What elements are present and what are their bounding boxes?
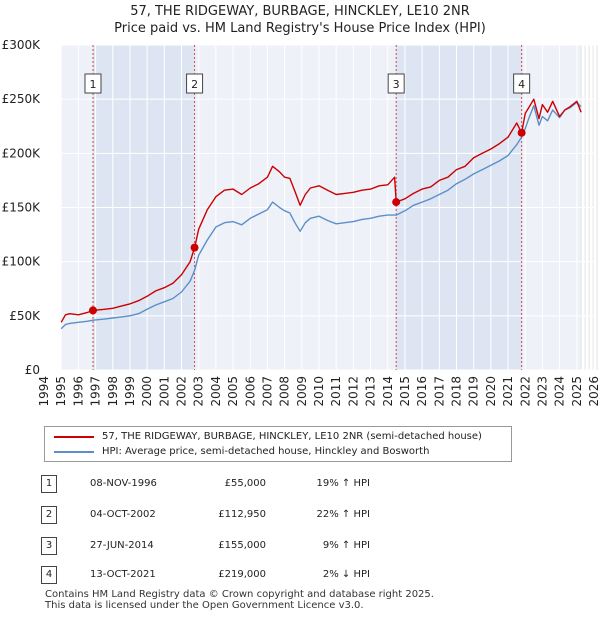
sale-label-box: [513, 73, 531, 94]
sale-date: 04-OCT-2002: [90, 509, 156, 520]
sale-point: [190, 243, 199, 252]
sale-point: [392, 198, 401, 207]
chart-title: 57, THE RIDGEWAY, BURBAGE, HINCKLEY, LE1…: [130, 4, 470, 19]
sale-hpi-diff: 9% ↑ HPI: [322, 540, 370, 551]
sale-label-box: [387, 73, 405, 94]
x-tick-label: 2024: [553, 376, 567, 407]
x-tick-label: 2002: [175, 376, 189, 407]
sale-row: 2 04-OCT-2002 £112,950 22% ↑ HPI: [0, 506, 600, 526]
sale-point: [88, 306, 97, 315]
x-tick-label: 2015: [398, 376, 412, 407]
sale-label-number: 3: [393, 78, 400, 91]
legend-blue-line: [54, 451, 94, 453]
sale-label-box: [84, 73, 102, 94]
x-tick-label: 2023: [535, 376, 549, 407]
sale-date: 08-NOV-1996: [90, 478, 157, 489]
x-tick-label: 2014: [381, 376, 395, 407]
sale-row: 4 13-OCT-2021 £219,000 2% ↓ HPI: [0, 566, 600, 586]
sale-hpi-diff: 19% ↑ HPI: [316, 478, 370, 489]
x-tick-label: 2012: [346, 376, 360, 407]
legend-label-property: 57, THE RIDGEWAY, BURBAGE, HINCKLEY, LE1…: [102, 431, 482, 442]
x-tick-label: 2007: [260, 376, 274, 407]
legend-item-hpi: HPI: Average price, semi-detached house,…: [45, 445, 505, 459]
y-tick-label: £100K: [2, 255, 42, 269]
footer: Contains HM Land Registry data © Crown c…: [45, 589, 434, 611]
x-tick-label: 2000: [140, 376, 154, 407]
x-tick-label: 1994: [37, 376, 51, 407]
x-tick-label: 2020: [484, 376, 498, 407]
sale-number: 3: [41, 537, 57, 555]
footer-licence: This data is licensed under the Open Gov…: [45, 600, 364, 611]
x-tick-label: 1995: [54, 376, 68, 407]
x-tick-label: 2005: [226, 376, 240, 407]
x-tick-label: 1996: [71, 376, 85, 407]
sale-date: 13-OCT-2021: [90, 569, 156, 580]
sale-label-number: 1: [89, 78, 96, 91]
sale-point: [517, 128, 526, 137]
x-tick-label: 2009: [295, 376, 309, 407]
x-tick-label: 2011: [329, 376, 343, 407]
x-tick-label: 1998: [106, 376, 120, 407]
x-tick-label: 2018: [450, 376, 464, 407]
x-tick-label: 2004: [209, 376, 223, 407]
x-tick-label: 2006: [243, 376, 257, 407]
x-tick-label: 2021: [501, 376, 515, 407]
sale-row: 3 27-JUN-2014 £155,000 9% ↑ HPI: [0, 537, 600, 557]
x-tick-label: 2025: [570, 376, 584, 407]
sale-price: £112,950: [218, 509, 266, 520]
x-tick-label: 2010: [312, 376, 326, 407]
sale-hpi-diff: 22% ↑ HPI: [316, 509, 370, 520]
sale-label-number: 4: [518, 78, 525, 91]
x-tick-label: 1999: [123, 376, 137, 407]
sale-label-box: [186, 73, 204, 94]
x-tick-label: 2017: [432, 376, 446, 407]
sale-number: 1: [41, 475, 57, 493]
sale-price: £155,000: [218, 540, 266, 551]
x-tick-label: 2019: [467, 376, 481, 407]
chart-title-block: 57, THE RIDGEWAY, BURBAGE, HINCKLEY, LE1…: [0, 3, 600, 37]
x-tick-label: 2008: [278, 376, 292, 407]
sale-date: 27-JUN-2014: [90, 540, 154, 551]
y-tick-label: £150K: [2, 201, 42, 215]
x-tick-label: 2001: [157, 376, 171, 407]
y-tick-label: £300K: [2, 38, 42, 52]
legend-item-property: 57, THE RIDGEWAY, BURBAGE, HINCKLEY, LE1…: [45, 430, 505, 444]
x-tick-label: 2003: [192, 376, 206, 407]
sale-hpi-diff: 2% ↓ HPI: [322, 569, 370, 580]
legend-label-hpi: HPI: Average price, semi-detached house,…: [102, 446, 430, 457]
legend-red-line: [54, 436, 94, 438]
sale-price: £55,000: [224, 478, 266, 489]
x-tick-label: 2016: [415, 376, 429, 407]
x-tick-label: 2022: [518, 376, 532, 407]
x-tick-label: 1997: [89, 376, 103, 407]
y-tick-label: £50K: [9, 309, 41, 323]
chart-subtitle: Price paid vs. HM Land Registry's House …: [114, 21, 486, 36]
footer-copyright: Contains HM Land Registry data © Crown c…: [45, 589, 434, 600]
sale-price: £219,000: [218, 569, 266, 580]
sale-row: 1 08-NOV-1996 £55,000 19% ↑ HPI: [0, 475, 600, 495]
sale-number: 2: [41, 506, 57, 524]
sale-label-number: 2: [191, 78, 198, 91]
x-tick-label: 2026: [587, 376, 600, 407]
x-tick-label: 2013: [364, 376, 378, 407]
y-tick-label: £200K: [2, 146, 42, 160]
y-tick-label: £250K: [2, 92, 42, 106]
y-tick-label: £0: [25, 363, 40, 377]
legend: 57, THE RIDGEWAY, BURBAGE, HINCKLEY, LE1…: [44, 426, 512, 462]
sale-number: 4: [41, 566, 57, 584]
